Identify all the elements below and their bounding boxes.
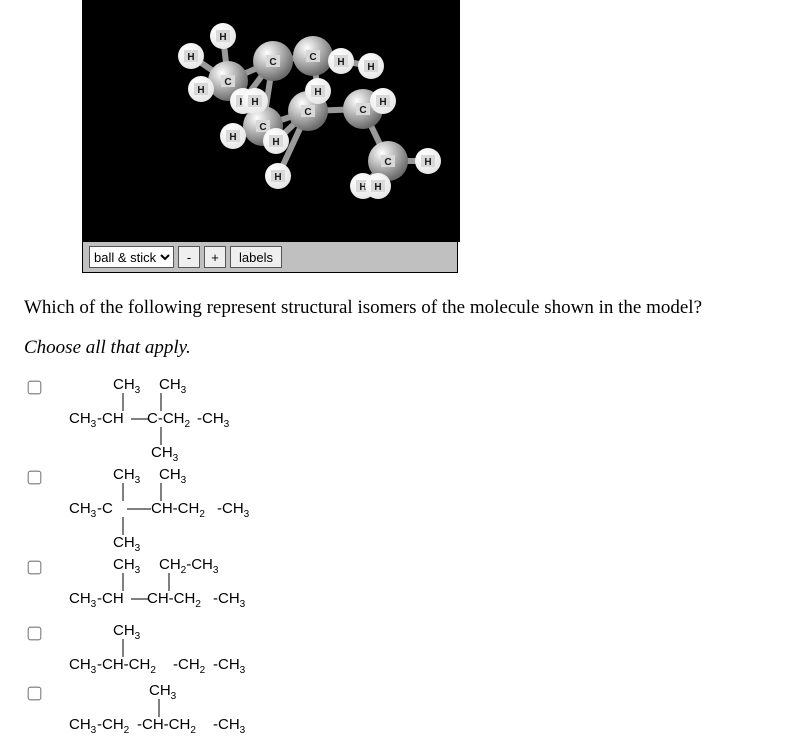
svg-text:-CH3: -CH3 bbox=[213, 656, 246, 676]
svg-text:C: C bbox=[309, 52, 316, 63]
svg-text:H: H bbox=[272, 137, 279, 148]
answer-option: CH3CH3CH3-CHC-CH2-CH3CH3 bbox=[24, 377, 796, 461]
svg-text:CH3: CH3 bbox=[69, 500, 97, 520]
answer-option: CH3CH3-CH-CH2-CH2-CH3 bbox=[24, 623, 796, 677]
svg-text:H: H bbox=[187, 52, 194, 63]
svg-text:H: H bbox=[197, 85, 204, 96]
chemical-structure: CH3CH2-CH3CH3-CHCH-CH2-CH3 bbox=[69, 557, 279, 617]
svg-text:-CH3: -CH3 bbox=[217, 500, 250, 520]
svg-text:CH3: CH3 bbox=[113, 467, 141, 486]
svg-text:CH3: CH3 bbox=[149, 683, 177, 702]
display-mode-select[interactable]: ball & stickspacefillwireframe bbox=[89, 246, 174, 268]
svg-text:-CH-CH2: -CH-CH2 bbox=[97, 656, 156, 676]
svg-text:CH3: CH3 bbox=[113, 557, 141, 576]
chemical-structure: CH3CH3-CH-CH2-CH2-CH3 bbox=[69, 623, 269, 677]
answer-option: CH3CH2-CH3CH3-CHCH-CH2-CH3 bbox=[24, 557, 796, 617]
svg-text:-CH: -CH bbox=[97, 410, 124, 427]
answer-option: CH3CH3-CH2-CH-CH2-CH3 bbox=[24, 683, 796, 737]
instruction-text: Choose all that apply. bbox=[24, 337, 796, 359]
svg-text:-CH3: -CH3 bbox=[213, 716, 246, 736]
svg-text:-CH2: -CH2 bbox=[173, 656, 206, 676]
svg-text:CH3: CH3 bbox=[159, 467, 187, 486]
chemical-structure: CH3CH3-CH2-CH-CH2-CH3 bbox=[69, 683, 279, 737]
svg-text:CH3: CH3 bbox=[113, 623, 141, 642]
answer-options: CH3CH3CH3-CHC-CH2-CH3CH3CH3CH3CH3-CCH-CH… bbox=[24, 377, 796, 737]
svg-text:C: C bbox=[359, 105, 366, 116]
answer-option: CH3CH3CH3-CCH-CH2-CH3CH3 bbox=[24, 467, 796, 551]
labels-button[interactable]: labels bbox=[230, 246, 282, 268]
svg-text:C-CH2: C-CH2 bbox=[147, 410, 191, 430]
svg-text:H: H bbox=[251, 97, 258, 108]
svg-text:C: C bbox=[384, 157, 391, 168]
svg-text:C: C bbox=[224, 77, 231, 88]
svg-text:H: H bbox=[374, 182, 381, 193]
chemical-structure: CH3CH3CH3-CCH-CH2-CH3CH3 bbox=[69, 467, 269, 551]
option-checkbox[interactable] bbox=[28, 381, 42, 395]
svg-text:CH3: CH3 bbox=[159, 377, 187, 396]
svg-text:C: C bbox=[269, 57, 276, 68]
option-checkbox[interactable] bbox=[28, 561, 42, 575]
molecule-viewer[interactable]: CCCCCCCHHHHHHHHHHHHHHH bbox=[82, 0, 460, 242]
svg-text:CH3: CH3 bbox=[69, 590, 97, 610]
svg-text:H: H bbox=[424, 157, 431, 168]
svg-text:CH3: CH3 bbox=[151, 444, 179, 461]
question-text: Which of the following represent structu… bbox=[24, 297, 796, 319]
svg-text:-C: -C bbox=[97, 500, 113, 517]
svg-text:-CH: -CH bbox=[97, 590, 124, 607]
svg-text:H: H bbox=[314, 87, 321, 98]
viewer-controls: ball & stickspacefillwireframe - + label… bbox=[82, 242, 458, 273]
option-checkbox[interactable] bbox=[28, 687, 42, 701]
svg-text:H: H bbox=[229, 132, 236, 143]
svg-text:-CH3: -CH3 bbox=[213, 590, 246, 610]
svg-text:CH-CH2: CH-CH2 bbox=[151, 500, 205, 520]
svg-text:H: H bbox=[379, 97, 386, 108]
svg-text:H: H bbox=[367, 62, 374, 73]
option-checkbox[interactable] bbox=[28, 627, 42, 641]
zoom-in-button[interactable]: + bbox=[204, 246, 226, 268]
svg-text:H: H bbox=[337, 57, 344, 68]
svg-text:H: H bbox=[219, 32, 226, 43]
option-checkbox[interactable] bbox=[28, 471, 42, 485]
svg-text:-CH-CH2: -CH-CH2 bbox=[137, 716, 196, 736]
svg-text:CH3: CH3 bbox=[113, 377, 141, 396]
svg-text:CH-CH2: CH-CH2 bbox=[147, 590, 201, 610]
svg-text:C: C bbox=[304, 107, 311, 118]
svg-text:H: H bbox=[274, 172, 281, 183]
svg-text:CH3: CH3 bbox=[69, 716, 97, 736]
svg-text:C: C bbox=[259, 122, 266, 133]
svg-text:CH3: CH3 bbox=[69, 656, 97, 676]
svg-text:CH2-CH3: CH2-CH3 bbox=[159, 557, 219, 576]
svg-text:CH3: CH3 bbox=[69, 410, 97, 430]
svg-text:-CH3: -CH3 bbox=[197, 410, 230, 430]
chemical-structure: CH3CH3CH3-CHC-CH2-CH3CH3 bbox=[69, 377, 269, 461]
zoom-out-button[interactable]: - bbox=[178, 246, 200, 268]
svg-text:-CH2: -CH2 bbox=[97, 716, 130, 736]
svg-text:CH3: CH3 bbox=[113, 534, 141, 551]
